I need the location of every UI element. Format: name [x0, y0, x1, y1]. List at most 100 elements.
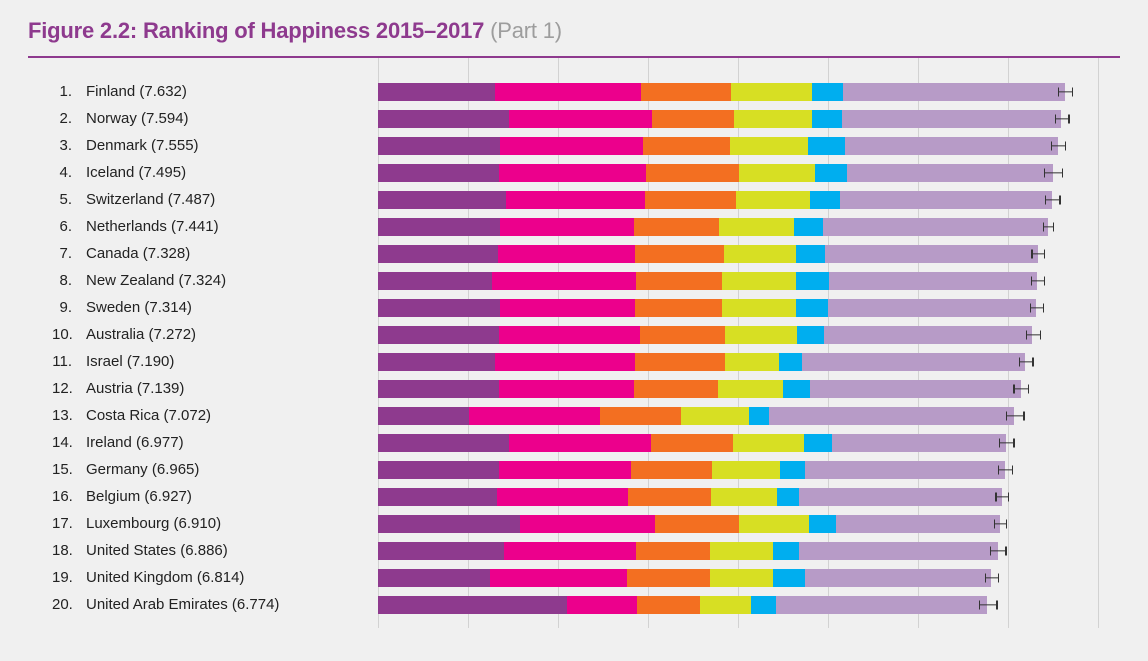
bar-segment — [637, 596, 700, 614]
bar-segment — [739, 164, 816, 182]
figure-title-main: Figure 2.2: Ranking of Happiness 2015–20… — [28, 18, 484, 43]
rank-number: 5. — [52, 191, 86, 208]
country-name-value: Austria (7.139) — [86, 380, 184, 397]
chart-row: 10.Australia (7.272) — [28, 321, 1120, 348]
error-bar-cap — [1044, 276, 1045, 285]
chart-row: 2.Norway (7.594) — [28, 105, 1120, 132]
bar-segment — [802, 353, 1025, 371]
error-bar — [985, 577, 999, 578]
error-bar — [990, 550, 1005, 551]
bar-stack — [378, 272, 1037, 290]
error-bar-cap — [1053, 222, 1054, 231]
bar-stack — [378, 245, 1038, 263]
error-bar — [994, 523, 1007, 524]
bar-segment — [730, 137, 808, 155]
title-rule — [28, 56, 1120, 58]
bar-segment — [628, 488, 711, 506]
country-name-value: Denmark (7.555) — [86, 137, 199, 154]
bar-cell — [378, 245, 1120, 263]
bar-segment — [378, 191, 506, 209]
country-name-value: Switzerland (7.487) — [86, 191, 215, 208]
bar-segment — [495, 353, 635, 371]
bar-segment — [700, 596, 750, 614]
bar-segment — [500, 137, 643, 155]
error-bar-cap — [1051, 141, 1052, 150]
error-bar-cap — [1062, 168, 1063, 177]
bar-segment — [378, 461, 499, 479]
bar-segment — [769, 407, 1015, 425]
bar-segment — [634, 380, 719, 398]
bar-segment — [812, 110, 843, 128]
rank-number: 10. — [52, 326, 86, 343]
bar-segment — [796, 299, 828, 317]
bar-stack — [378, 137, 1058, 155]
chart-row: 12.Austria (7.139) — [28, 375, 1120, 402]
row-label: 10.Australia (7.272) — [28, 326, 378, 343]
error-bar-cap — [1065, 141, 1066, 150]
bar-stack — [378, 83, 1065, 101]
bar-segment — [520, 515, 655, 533]
bar-cell — [378, 137, 1120, 155]
rank-number: 15. — [52, 461, 86, 478]
error-bar-cap — [1045, 195, 1046, 204]
bar-stack — [378, 191, 1052, 209]
bar-segment — [799, 488, 1002, 506]
bar-segment — [824, 326, 1032, 344]
error-bar-cap — [1030, 303, 1031, 312]
country-name-value: United Kingdom (6.814) — [86, 569, 244, 586]
row-label: 6.Netherlands (7.441) — [28, 218, 378, 235]
bar-segment — [805, 569, 991, 587]
bar-segment — [724, 245, 797, 263]
bar-cell — [378, 353, 1120, 371]
bar-segment — [828, 299, 1036, 317]
bar-segment — [815, 164, 847, 182]
bar-segment — [492, 272, 636, 290]
error-bar — [1026, 334, 1040, 335]
bar-stack — [378, 596, 987, 614]
bar-segment — [780, 461, 805, 479]
bar-segment — [731, 83, 812, 101]
error-bar-cap — [979, 600, 980, 609]
country-name-value: United States (6.886) — [86, 542, 228, 559]
figure-container: Figure 2.2: Ranking of Happiness 2015–20… — [0, 0, 1148, 628]
error-bar-cap — [1019, 357, 1020, 366]
bar-segment — [794, 218, 824, 236]
rank-number: 9. — [52, 299, 86, 316]
row-label: 18.United States (6.886) — [28, 542, 378, 559]
rank-number: 20. — [52, 596, 86, 613]
bar-segment — [635, 353, 725, 371]
bar-segment — [734, 110, 811, 128]
bar-segment — [378, 434, 509, 452]
bar-segment — [805, 461, 1005, 479]
rank-number: 18. — [52, 542, 86, 559]
bar-segment — [777, 488, 800, 506]
chart-row: 6.Netherlands (7.441) — [28, 213, 1120, 240]
bar-segment — [736, 191, 810, 209]
error-bar-cap — [1068, 114, 1069, 123]
rank-number: 1. — [52, 83, 86, 100]
bar-segment — [845, 137, 1058, 155]
bar-segment — [783, 380, 810, 398]
bar-segment — [725, 326, 797, 344]
bar-segment — [797, 326, 824, 344]
row-label: 4.Iceland (7.495) — [28, 164, 378, 181]
row-label: 17.Luxembourg (6.910) — [28, 515, 378, 532]
bar-cell — [378, 326, 1120, 344]
bar-segment — [498, 245, 636, 263]
rank-number: 6. — [52, 218, 86, 235]
rank-number: 7. — [52, 245, 86, 262]
error-bar — [1043, 226, 1053, 227]
bar-stack — [378, 461, 1005, 479]
bar-cell — [378, 488, 1120, 506]
bar-segment — [567, 596, 637, 614]
bar-segment — [749, 407, 769, 425]
bar-cell — [378, 380, 1120, 398]
bar-segment — [710, 542, 773, 560]
bar-segment — [499, 164, 647, 182]
bar-segment — [378, 326, 499, 344]
figure-title-part: (Part 1) — [490, 18, 562, 43]
chart-row: 17.Luxembourg (6.910) — [28, 510, 1120, 537]
error-bar-cap — [1005, 546, 1006, 555]
bar-segment — [635, 299, 721, 317]
bar-segment — [500, 299, 635, 317]
